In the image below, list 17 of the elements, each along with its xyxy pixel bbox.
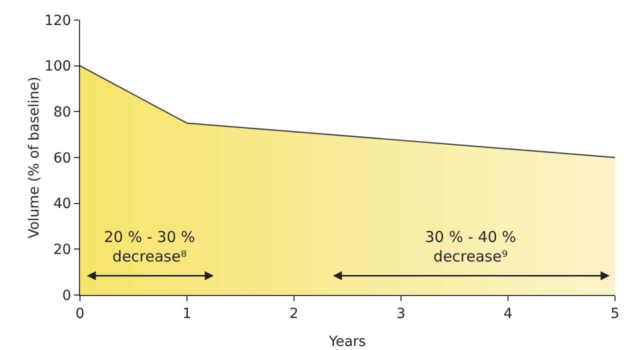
x-tick-label: 1 <box>182 306 192 322</box>
x-tick-label: 0 <box>76 306 84 322</box>
annotation: 20 % - 30 % decrease⁸ <box>104 228 196 266</box>
y-tick-label: 80 <box>53 104 72 121</box>
y-tick-label: 60 <box>53 150 72 166</box>
x-tick-label: 3 <box>396 306 406 322</box>
x-tick-label: 2 <box>290 306 298 322</box>
annotation: 30 % - 40 % decrease⁹ <box>425 228 516 266</box>
y-tick-label: 120 <box>44 12 72 29</box>
y-tick-label: 20 <box>53 242 72 258</box>
y-tick-label: 0 <box>62 288 72 304</box>
x-tick-label: 5 <box>610 306 620 322</box>
y-tick-label: 40 <box>53 196 72 212</box>
y-axis-title: Volume (% of baseline) <box>26 76 42 238</box>
y-tick-label: 100 <box>44 58 72 75</box>
x-axis-title: Years <box>328 334 366 350</box>
x-tick-label: 4 <box>504 306 513 322</box>
